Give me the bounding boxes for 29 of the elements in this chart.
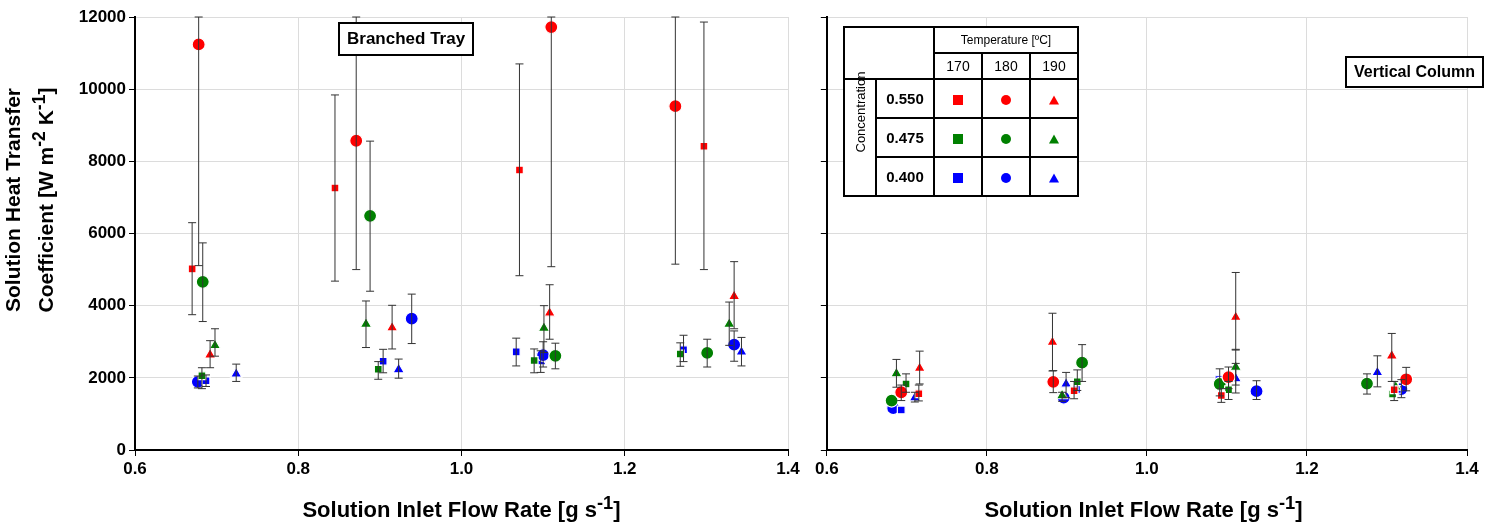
annotation: Concentration [852, 71, 868, 152]
y-tick-label: 0 [116, 439, 126, 459]
text: Vertical Column [1345, 56, 1484, 88]
annotation: Temperature [ºC] [934, 27, 1078, 53]
y-tick-label: 4000 [88, 295, 126, 315]
annotation: 0.475 [876, 118, 934, 157]
y-tick-label: 2000 [88, 367, 126, 387]
y-tick-label: 8000 [88, 151, 126, 171]
x-axis-title: Solution Inlet Flow Rate [g s$^{-1}$] [983, 492, 1304, 524]
y-tick-label: 10000 [78, 78, 126, 98]
annotation: 190 [1030, 53, 1078, 79]
y-tick-label: 6000 [88, 223, 126, 243]
x-tick-label: 1.4 [776, 458, 801, 478]
y-tick-label: 12000 [78, 6, 126, 26]
x-tick-label: 0.8 [975, 458, 999, 478]
annotation: 0.550 [876, 79, 934, 118]
annotation: 180 [982, 53, 1030, 79]
x-tick-label: 0.6 [815, 458, 839, 478]
x-tick-label: 1.0 [1135, 458, 1159, 478]
x-tick-label: 1.2 [612, 458, 637, 478]
x-tick-label: 1.4 [1455, 458, 1480, 478]
x-tick-label: 1.2 [1295, 458, 1319, 478]
annotation: 0.400 [876, 157, 934, 196]
x-tick-label: 1.0 [449, 458, 474, 478]
annotation: 170 [934, 53, 982, 79]
x-axis-title: Solution Inlet Flow Rate [g s$^{-1}$] [301, 492, 622, 524]
x-tick-label: 0.6 [123, 458, 147, 478]
x-tick-label: 0.8 [286, 458, 311, 478]
text: Branched Tray [338, 22, 475, 56]
